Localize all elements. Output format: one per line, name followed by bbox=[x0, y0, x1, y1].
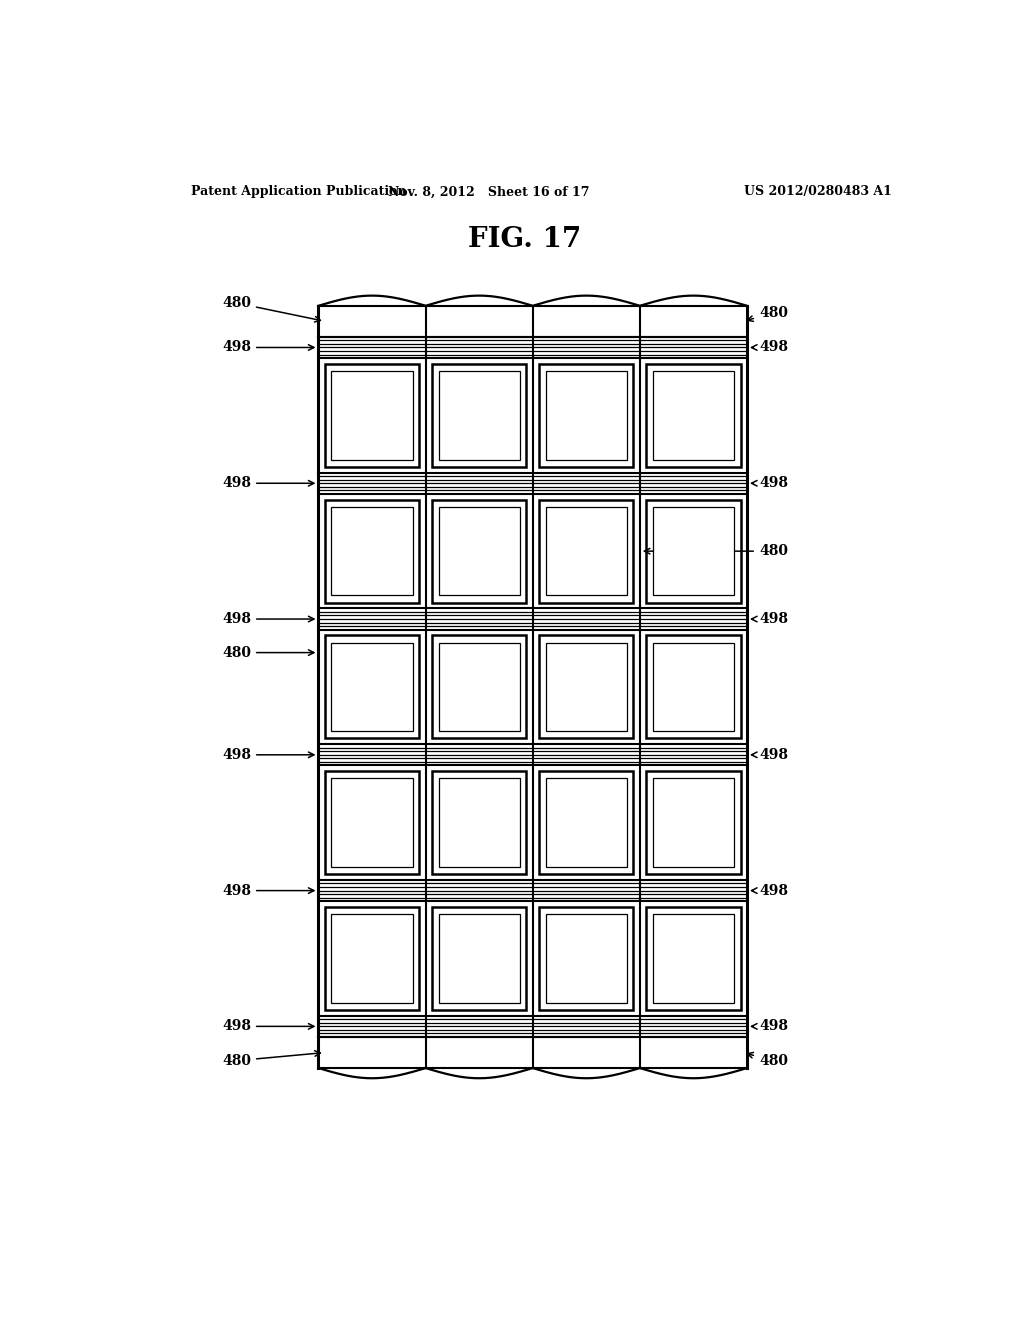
Bar bbox=[438, 779, 520, 867]
Bar bbox=[325, 500, 419, 603]
Bar bbox=[653, 643, 734, 731]
Bar bbox=[438, 915, 520, 1003]
Text: 480: 480 bbox=[222, 1051, 321, 1068]
Bar bbox=[646, 771, 740, 874]
Text: 480: 480 bbox=[222, 296, 321, 322]
Bar bbox=[432, 771, 526, 874]
Bar bbox=[546, 371, 627, 459]
Text: 480: 480 bbox=[222, 645, 314, 660]
Text: 498: 498 bbox=[752, 477, 787, 490]
Bar bbox=[540, 364, 634, 467]
Text: 480: 480 bbox=[644, 544, 787, 558]
Bar bbox=[325, 635, 419, 738]
Bar bbox=[546, 915, 627, 1003]
Text: 480: 480 bbox=[748, 306, 787, 321]
Bar bbox=[540, 635, 634, 738]
Text: 498: 498 bbox=[222, 612, 314, 626]
Bar bbox=[325, 364, 419, 467]
Text: 498: 498 bbox=[222, 477, 314, 490]
Bar bbox=[332, 371, 413, 459]
Text: 498: 498 bbox=[752, 1019, 787, 1034]
Bar bbox=[653, 915, 734, 1003]
Bar bbox=[653, 507, 734, 595]
Text: Nov. 8, 2012   Sheet 16 of 17: Nov. 8, 2012 Sheet 16 of 17 bbox=[388, 185, 590, 198]
Text: 498: 498 bbox=[752, 612, 787, 626]
Bar bbox=[653, 779, 734, 867]
Text: 498: 498 bbox=[222, 883, 314, 898]
Text: 498: 498 bbox=[222, 341, 314, 355]
Text: 498: 498 bbox=[752, 748, 787, 762]
Bar bbox=[438, 643, 520, 731]
Bar bbox=[325, 907, 419, 1010]
Text: US 2012/0280483 A1: US 2012/0280483 A1 bbox=[744, 185, 892, 198]
Bar bbox=[332, 643, 413, 731]
Bar bbox=[432, 907, 526, 1010]
Text: FIG. 17: FIG. 17 bbox=[468, 226, 582, 253]
Bar bbox=[540, 771, 634, 874]
Bar bbox=[653, 371, 734, 459]
Text: 498: 498 bbox=[752, 341, 787, 355]
Bar bbox=[540, 907, 634, 1010]
Bar bbox=[438, 371, 520, 459]
Bar bbox=[432, 364, 526, 467]
Bar bbox=[646, 635, 740, 738]
Bar bbox=[432, 500, 526, 603]
Text: 498: 498 bbox=[222, 748, 314, 762]
Bar bbox=[546, 507, 627, 595]
Bar bbox=[646, 907, 740, 1010]
Bar bbox=[325, 771, 419, 874]
Bar bbox=[332, 779, 413, 867]
Text: Patent Application Publication: Patent Application Publication bbox=[191, 185, 407, 198]
Bar bbox=[332, 507, 413, 595]
Text: 480: 480 bbox=[748, 1052, 787, 1068]
Bar bbox=[546, 643, 627, 731]
Bar bbox=[540, 500, 634, 603]
Bar bbox=[546, 779, 627, 867]
Bar bbox=[332, 915, 413, 1003]
Bar bbox=[646, 500, 740, 603]
Bar bbox=[438, 507, 520, 595]
Text: 498: 498 bbox=[752, 883, 787, 898]
Bar bbox=[432, 635, 526, 738]
Text: 498: 498 bbox=[222, 1019, 314, 1034]
Bar bbox=[646, 364, 740, 467]
